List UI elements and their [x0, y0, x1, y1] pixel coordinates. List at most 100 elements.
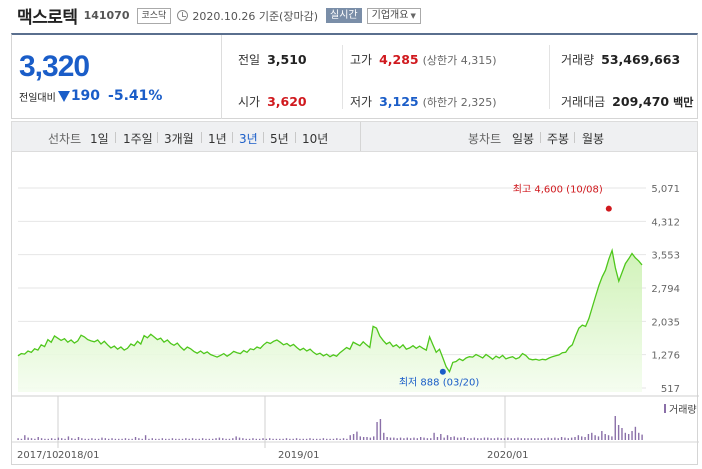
volume-bar — [352, 434, 355, 440]
candle-monthly[interactable]: 월봉 — [582, 132, 605, 146]
volume-bar — [490, 438, 492, 440]
volume-bar — [326, 438, 328, 440]
candle-weekly[interactable]: 주봉 — [547, 132, 570, 146]
volume-bar — [487, 437, 489, 440]
volume-bar — [611, 436, 613, 440]
low-label: 최저 888 (03/20) — [399, 377, 480, 389]
low-cell: 저가 3,125 (하한가 2,325) — [350, 93, 497, 110]
volume-bar — [477, 438, 479, 440]
volume-bar — [211, 438, 214, 440]
volume-bar — [34, 438, 36, 440]
change-percent: -5.41% — [108, 88, 163, 104]
period-10y[interactable]: 10년 — [302, 132, 329, 146]
volume-bar — [379, 419, 382, 440]
prev-close-label: 전일 — [238, 53, 261, 67]
volume-bar — [275, 438, 278, 440]
amount-cell: 거래대금 209,470 백만 — [561, 93, 693, 110]
volume-bar — [346, 438, 348, 440]
lower-limit: (하한가 2,325) — [422, 96, 497, 109]
volume-bar — [124, 438, 127, 440]
separator — [232, 132, 233, 143]
volume-bar — [104, 438, 107, 440]
period-3y[interactable]: 3년 — [239, 132, 258, 146]
period-1y[interactable]: 1년 — [208, 132, 227, 146]
volume-bar — [638, 432, 640, 440]
company-overview-dropdown[interactable]: 기업개요 ▼ — [366, 7, 421, 24]
volume-bar — [480, 438, 482, 440]
period-5y[interactable]: 5년 — [270, 132, 289, 146]
volume-bar — [513, 438, 516, 440]
volume-bar — [547, 437, 549, 440]
period-1w[interactable]: 1주일 — [123, 132, 153, 146]
volume-bar — [530, 438, 533, 440]
volume-bar — [97, 438, 100, 440]
volume-bar — [419, 437, 422, 440]
volume-bar — [544, 438, 546, 440]
amount-unit: 백만 — [673, 96, 694, 109]
volume-bar — [148, 438, 150, 440]
volume-bar — [507, 437, 509, 440]
volume-bar — [47, 438, 49, 440]
stock-header: 맥스로텍 141070 코스닥 2020.10.26 기준(장마감) 실시간 기… — [0, 0, 702, 31]
volume-bar — [641, 434, 643, 440]
separator — [157, 132, 158, 143]
volume-bar — [554, 437, 556, 440]
volume-bar — [386, 437, 388, 440]
stock-code: 141070 — [83, 9, 130, 22]
volume-bar — [497, 437, 499, 440]
volume-bar — [258, 438, 261, 440]
candle-daily[interactable]: 일봉 — [512, 132, 535, 146]
period-3m[interactable]: 3개월 — [164, 132, 194, 146]
volume-bar — [440, 434, 442, 440]
volume-bar — [81, 438, 83, 440]
volume-bar — [242, 438, 244, 440]
volume-bar — [168, 438, 170, 440]
price-panel: 3,320 전일대비 190 -5.41% — [12, 35, 222, 119]
volume-bar — [570, 437, 573, 440]
volume-bar — [581, 436, 583, 440]
volume-value: 53,469,663 — [601, 52, 681, 67]
volume-bar — [64, 438, 66, 440]
volume-bar — [527, 438, 529, 440]
separator — [115, 132, 116, 143]
volume-bar — [403, 438, 405, 440]
volume-bar — [185, 438, 187, 440]
change-label: 전일대비 — [19, 92, 56, 104]
separator — [574, 132, 575, 143]
realtime-button[interactable]: 실시간 — [326, 8, 362, 23]
volume-bar — [446, 435, 449, 440]
volume-bar — [587, 434, 590, 440]
volume-bar — [141, 438, 143, 440]
volume-bar — [118, 438, 120, 440]
price-line — [17, 247, 643, 374]
x-tick-label: 2020/01 — [487, 450, 529, 461]
volume-bar — [631, 431, 633, 440]
price-chart[interactable]: 5,071 4,312 3,553 2,794 2,035 1,276 517 2017/10… — [11, 152, 699, 465]
volume-bar — [27, 437, 29, 440]
high-label: 고가 — [350, 53, 373, 67]
volume-bar — [292, 438, 294, 440]
volume-bar — [198, 438, 200, 440]
volume-bar — [604, 434, 606, 440]
volume-bar — [383, 432, 385, 440]
volume-bar — [634, 426, 637, 440]
volume-bar — [473, 437, 476, 440]
volume-bar — [285, 438, 288, 440]
quote-panel: 3,320 전일대비 190 -5.41% 전일 3,510 시가 3,620 … — [11, 33, 698, 119]
volume-bar — [195, 438, 197, 440]
price-chart-svg: 5,071 4,312 3,553 2,794 2,035 1,276 517 2017/10… — [12, 184, 699, 461]
volume-bar — [594, 435, 596, 440]
volume-bar — [366, 437, 368, 440]
current-price: 3,320 — [19, 50, 90, 83]
volume-label: 거래량 — [561, 53, 595, 67]
change-line: 전일대비 190 -5.41% — [19, 88, 162, 104]
volume-bar — [520, 438, 523, 440]
volume-bar — [191, 438, 194, 440]
volume-bar — [433, 432, 435, 440]
volume-bar — [215, 438, 217, 440]
volume-bar — [466, 438, 469, 440]
y-tick-label: 2,794 — [651, 284, 680, 295]
period-1d[interactable]: 1일 — [90, 132, 109, 146]
volume-bar — [373, 436, 375, 440]
volume-bar — [534, 438, 536, 440]
